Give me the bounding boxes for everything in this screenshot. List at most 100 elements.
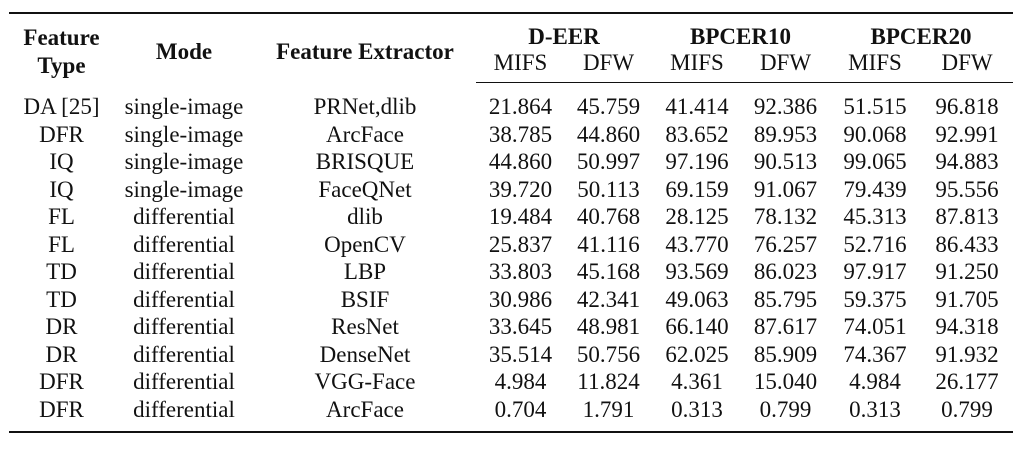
cell-feature-extractor: LBP <box>343 259 387 284</box>
cell-deer-dfw: 45.759 <box>576 94 641 119</box>
cell-feature-type: DFR <box>39 121 84 147</box>
cell-bpcer20-mifs: 59.375 <box>843 286 907 312</box>
cell-deer-mifs: 33.645 <box>488 314 553 339</box>
cell-deer-dfw: 48.981 <box>576 314 641 339</box>
cell-deer-dfw: 50.113 <box>577 176 640 202</box>
cell-feature-type: TD <box>46 259 77 284</box>
header-feature-extractor: Feature Extractor <box>254 12 476 83</box>
table-row: DFR differential VGG-Face 4.984 11.824 4.361 1… <box>9 368 1013 396</box>
cell-bpcer10-dfw: 85.909 <box>753 341 818 367</box>
cell-deer-mifs: 4.984 <box>494 369 547 394</box>
header-feature-type: Feature Type <box>9 12 114 83</box>
cell-mode: differential <box>133 204 235 229</box>
cell-bpcer10-dfw: 85.795 <box>753 286 818 312</box>
cell-feature-type: DR <box>45 341 78 367</box>
cell-deer-dfw: 11.824 <box>577 369 640 394</box>
cell-deer-dfw: 50.756 <box>576 341 641 367</box>
cell-deer-mifs: 38.785 <box>488 121 553 147</box>
cell-feature-extractor: ArcFace <box>254 395 476 433</box>
cell-bpcer10-mifs: 62.025 <box>665 341 729 367</box>
table-row: FL differential OpenCV 25.837 41.116 43.770 76… <box>9 231 1013 259</box>
cell-deer-dfw: 41.116 <box>577 231 640 257</box>
cell-bpcer10-mifs: 49.063 <box>665 286 729 312</box>
cell-bpcer10-dfw: 92.386 <box>753 94 818 119</box>
cell-bpcer20-dfw: 26.177 <box>935 369 999 394</box>
cell-bpcer10-dfw: 91.067 <box>753 176 818 202</box>
subheader-dfw: DFW <box>921 50 1014 83</box>
cell-bpcer10-mifs: 83.652 <box>665 121 729 147</box>
cell-feature-extractor: dlib <box>347 204 383 229</box>
cell-bpcer20-mifs: 90.068 <box>843 121 907 147</box>
cell-bpcer20-dfw: 94.883 <box>935 149 999 174</box>
cell-bpcer20-dfw: 91.705 <box>935 286 999 312</box>
cell-feature-extractor: FaceQNet <box>318 176 412 202</box>
subheader-mifs: MIFS <box>652 50 742 83</box>
cell-feature-extractor: BRISQUE <box>315 149 415 174</box>
cell-deer-dfw: 45.168 <box>576 259 641 284</box>
cell-bpcer10-dfw: 0.799 <box>742 395 830 433</box>
cell-bpcer10-dfw: 89.953 <box>753 121 818 147</box>
cell-feature-type: IQ <box>49 149 74 174</box>
cell-deer-mifs: 19.484 <box>488 204 553 229</box>
cell-bpcer10-mifs: 43.770 <box>665 231 729 257</box>
table-header: Feature Type Mode Feature Extractor D-EE… <box>9 12 1014 83</box>
cell-bpcer20-mifs: 45.313 <box>843 204 907 229</box>
table-row: DFR single-image ArcFace 38.785 44.860 83.652… <box>9 121 1013 149</box>
cell-bpcer10-dfw: 90.513 <box>753 149 818 174</box>
cell-bpcer20-mifs: 51.515 <box>843 94 907 119</box>
subheader-mifs: MIFS <box>829 50 922 83</box>
cell-deer-mifs: 33.803 <box>488 259 553 284</box>
cell-bpcer20-mifs: 99.065 <box>843 149 907 174</box>
cell-feature-extractor: ResNet <box>331 314 399 339</box>
cell-deer-mifs: 39.720 <box>488 176 553 202</box>
cell-mode: single-image <box>124 121 244 147</box>
cell-mode: differential <box>133 341 235 367</box>
subheader-dfw: DFW <box>565 50 652 83</box>
table-row: TD differential LBP 33.803 45.168 93.569 86.02… <box>9 258 1013 286</box>
cell-bpcer10-mifs: 93.569 <box>665 259 729 284</box>
cell-feature-type: DFR <box>39 369 84 394</box>
cell-bpcer20-mifs: 97.917 <box>843 259 907 284</box>
cell-deer-mifs: 44.860 <box>488 149 553 174</box>
cell-bpcer10-mifs: 4.361 <box>671 369 723 394</box>
table-row: TD differential BSIF 30.986 42.341 49.063 85.7… <box>9 286 1013 314</box>
cell-feature-type: DR <box>45 314 78 339</box>
subheader-mifs: MIFS <box>476 50 565 83</box>
cell-mode: single-image <box>124 93 244 119</box>
cell-bpcer10-dfw: 15.040 <box>753 369 818 394</box>
cell-bpcer20-dfw: 92.991 <box>935 121 999 147</box>
header-group-deer: D-EER <box>476 12 652 50</box>
table-row: DA [25] single-image PRNet,dlib 21.864 45.75… <box>9 83 1013 121</box>
cell-feature-extractor: VGG-Face <box>314 369 416 394</box>
cell-feature-type: DA [25] <box>23 93 100 119</box>
cell-deer-mifs: 0.704 <box>476 395 565 433</box>
cell-feature-type: IQ <box>49 176 74 202</box>
cell-mode: differential <box>133 286 235 312</box>
cell-feature-extractor: PRNet,dlib <box>313 93 417 119</box>
table-row: DR differential DenseNet 35.514 50.756 62.025… <box>9 341 1013 369</box>
header-mode: Mode <box>114 12 254 83</box>
cell-deer-dfw: 1.791 <box>565 395 652 433</box>
cell-bpcer20-dfw: 86.433 <box>935 231 999 257</box>
cell-bpcer20-mifs: 0.313 <box>829 395 922 433</box>
cell-deer-mifs: 25.837 <box>488 231 553 257</box>
cell-bpcer20-dfw: 87.813 <box>935 204 999 229</box>
cell-bpcer20-dfw: 0.799 <box>921 395 1014 433</box>
cell-feature-type: TD <box>46 286 77 312</box>
cell-deer-dfw: 42.341 <box>576 286 641 312</box>
cell-bpcer20-mifs: 4.984 <box>849 369 901 394</box>
cell-deer-mifs: 35.514 <box>488 341 553 367</box>
cell-bpcer20-dfw: 94.318 <box>935 314 999 339</box>
cell-bpcer20-dfw: 91.932 <box>935 341 999 367</box>
cell-bpcer20-dfw: 91.250 <box>935 259 999 284</box>
table-row: IQ single-image BRISQUE 44.860 50.997 97.196 9… <box>9 148 1013 176</box>
cell-bpcer20-dfw: 96.818 <box>935 94 999 119</box>
header-feature-type-line1: Feature <box>23 25 100 51</box>
cell-bpcer10-mifs: 69.159 <box>665 176 729 202</box>
cell-bpcer10-mifs: 97.196 <box>665 149 729 174</box>
cell-deer-mifs: 30.986 <box>488 286 553 312</box>
cell-mode: differential <box>133 369 235 394</box>
subheader-dfw: DFW <box>742 50 830 83</box>
cell-mode: single-image <box>124 176 244 202</box>
